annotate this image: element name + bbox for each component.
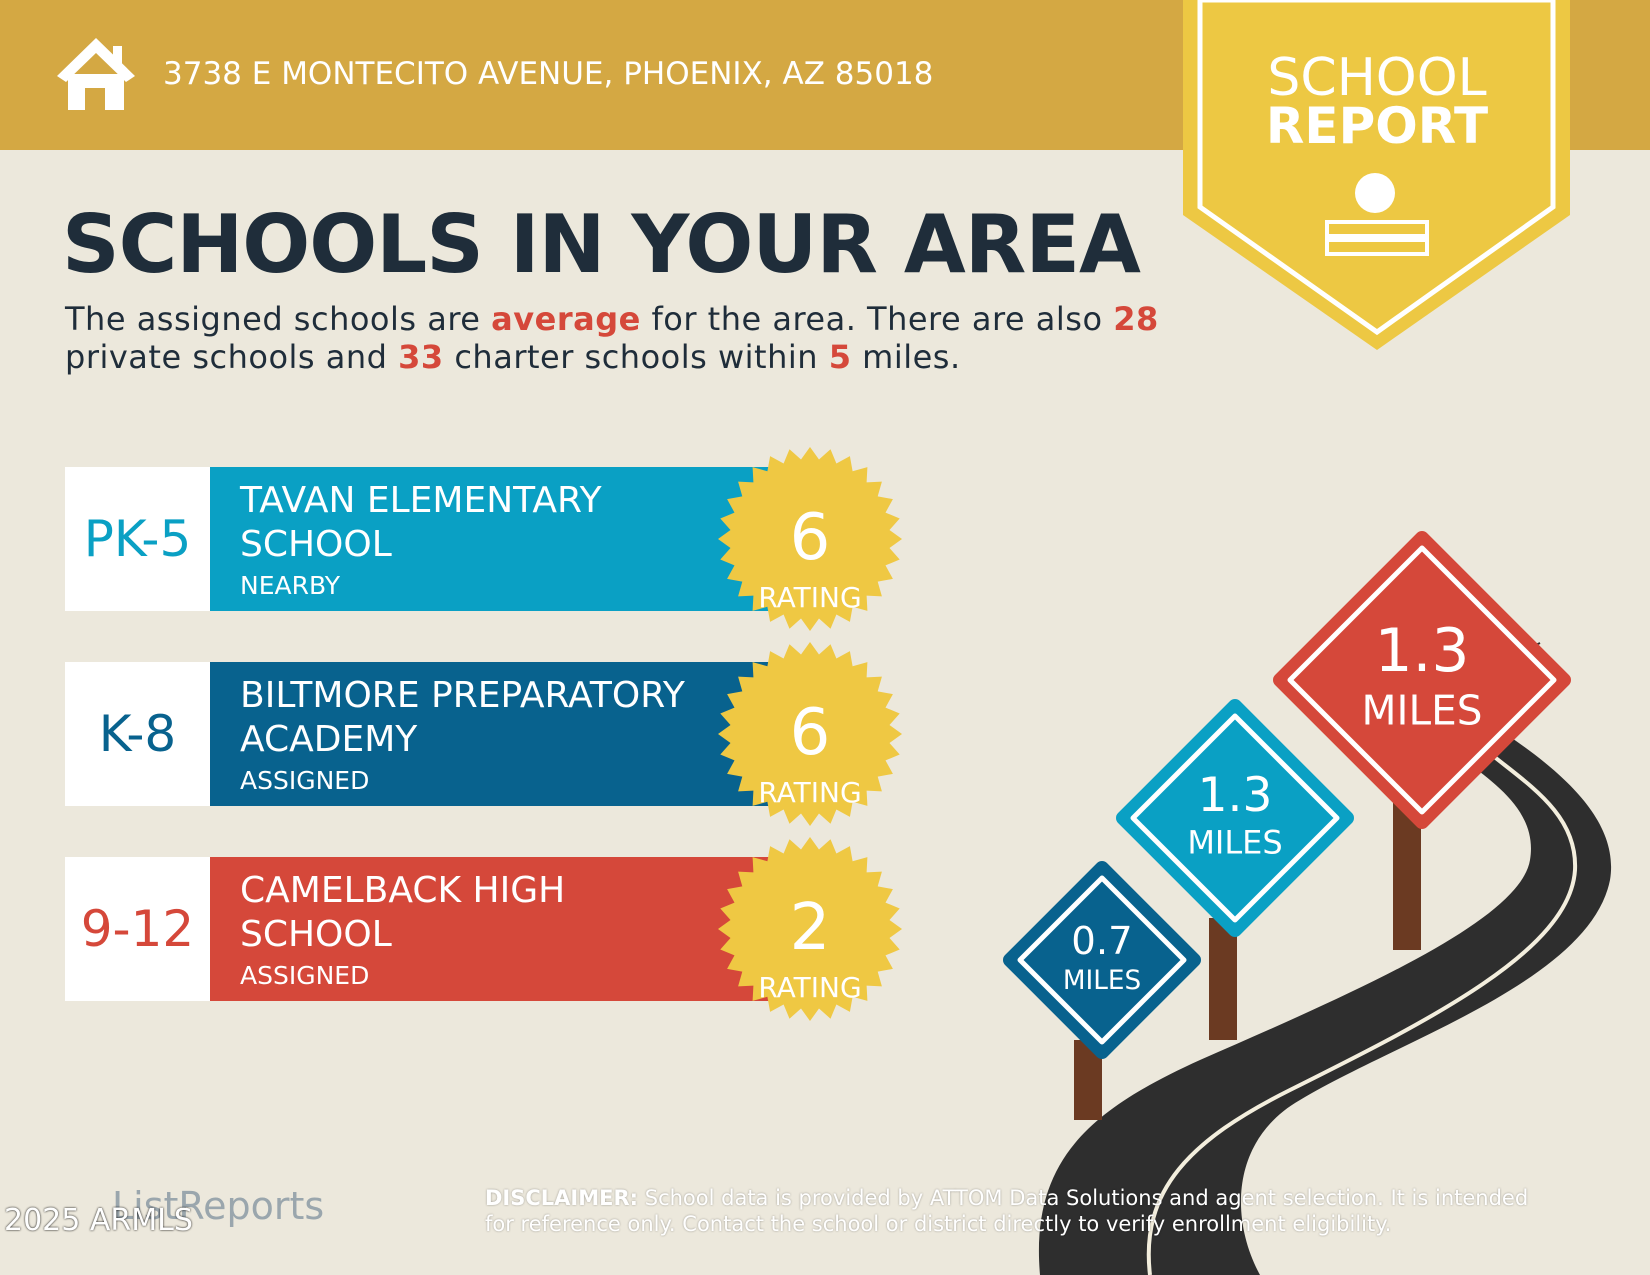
- header-art: SCHOOL REPORT: [57, 0, 1570, 350]
- school-name-line: SCHOOL: [240, 524, 392, 565]
- school-bar: TAVAN ELEMENTARY SCHOOL NEARBY: [210, 467, 770, 611]
- disclaimer-label: DISCLAIMER:: [485, 1186, 639, 1210]
- badge-outline: [1197, 0, 1556, 336]
- grade: K-8: [65, 662, 210, 806]
- rating-badge: [718, 837, 902, 1021]
- logo: ListReports: [112, 1184, 325, 1228]
- school-name-line: CAMELBACK HIGH: [240, 870, 566, 911]
- distance-value: 1.3: [1198, 768, 1273, 823]
- school-bar: BILTMORE PREPARATORY ACADEMY ASSIGNED: [210, 662, 770, 806]
- rating-value: 6: [790, 501, 831, 575]
- distance-sign-border: [1287, 545, 1557, 815]
- rating-label: RATING: [758, 776, 861, 809]
- distance-unit: MILES: [1063, 966, 1141, 996]
- grade: 9-12: [65, 857, 210, 1001]
- school-status: NEARBY: [240, 571, 341, 600]
- book-icon: [1325, 220, 1429, 238]
- summary: The assigned schools are average for the…: [65, 300, 1165, 376]
- rating-badge: [718, 447, 902, 631]
- distance-value: 1.3: [1375, 617, 1470, 686]
- badge-line: SCHOOL: [1267, 48, 1486, 108]
- page-title: SCHOOLS IN YOUR AREA: [62, 198, 1141, 291]
- highlight: 33: [398, 338, 444, 376]
- school-name-line: BILTMORE PREPARATORY: [240, 675, 685, 716]
- summary-text: for the area. There are also: [640, 300, 1114, 338]
- grade: PK-5: [65, 467, 210, 611]
- rating-label: RATING: [758, 581, 861, 614]
- distance-sign: [1003, 861, 1201, 1059]
- rating-value: 6: [790, 696, 831, 770]
- school-name-line: SCHOOL: [240, 914, 392, 955]
- summary-text: charter schools within: [443, 338, 829, 376]
- address: 3738 E MONTECITO AVENUE, PHOENIX, AZ 850…: [163, 56, 934, 92]
- disclaimer-text: for reference only. Contact the school o…: [485, 1212, 1392, 1236]
- school-name: BILTMORE PREPARATORY ACADEMY: [240, 674, 685, 762]
- distance-sign-border: [1130, 713, 1340, 923]
- road: [1038, 730, 1612, 1275]
- summary-text: The assigned schools are: [65, 300, 492, 338]
- apple-icon: [1355, 173, 1395, 213]
- summary-text: miles.: [851, 338, 961, 376]
- rating-label: RATING: [758, 971, 861, 1004]
- road-line: [1146, 743, 1578, 1275]
- highlight: 5: [828, 338, 852, 376]
- book-icon: [1325, 238, 1429, 256]
- school-status: ASSIGNED: [240, 961, 370, 990]
- school-name-line: TAVAN ELEMENTARY: [240, 480, 602, 521]
- rating-value: 2: [790, 891, 831, 965]
- badge-line: REPORT: [1266, 97, 1488, 155]
- highlight: 28: [1113, 300, 1159, 338]
- house-door: [85, 88, 105, 110]
- distance-sign: [1273, 531, 1571, 829]
- rating-badge: [718, 642, 902, 826]
- school-name-line: ACADEMY: [240, 719, 418, 760]
- watermark: 2025 ARMLS: [4, 1203, 193, 1238]
- school-name: CAMELBACK HIGH SCHOOL: [240, 869, 565, 957]
- school-status: ASSIGNED: [240, 766, 370, 795]
- distance-value: 0.7: [1071, 919, 1132, 964]
- summary-text: private schools and: [65, 338, 399, 376]
- disclaimer-text: School data is provided by ATTOM Data So…: [644, 1186, 1529, 1210]
- sign-post: [1209, 918, 1237, 1040]
- school-bar: CAMELBACK HIGH SCHOOL ASSIGNED: [210, 857, 770, 1001]
- distance-unit: MILES: [1362, 687, 1483, 735]
- highlight: average: [491, 300, 641, 338]
- distance-sign: [1116, 699, 1354, 937]
- distance-unit: MILES: [1187, 823, 1282, 861]
- school-name: TAVAN ELEMENTARY SCHOOL: [240, 479, 602, 567]
- distance-sign-border: [1017, 875, 1187, 1045]
- disclaimer: DISCLAIMER: School data is provided by A…: [485, 1185, 1528, 1237]
